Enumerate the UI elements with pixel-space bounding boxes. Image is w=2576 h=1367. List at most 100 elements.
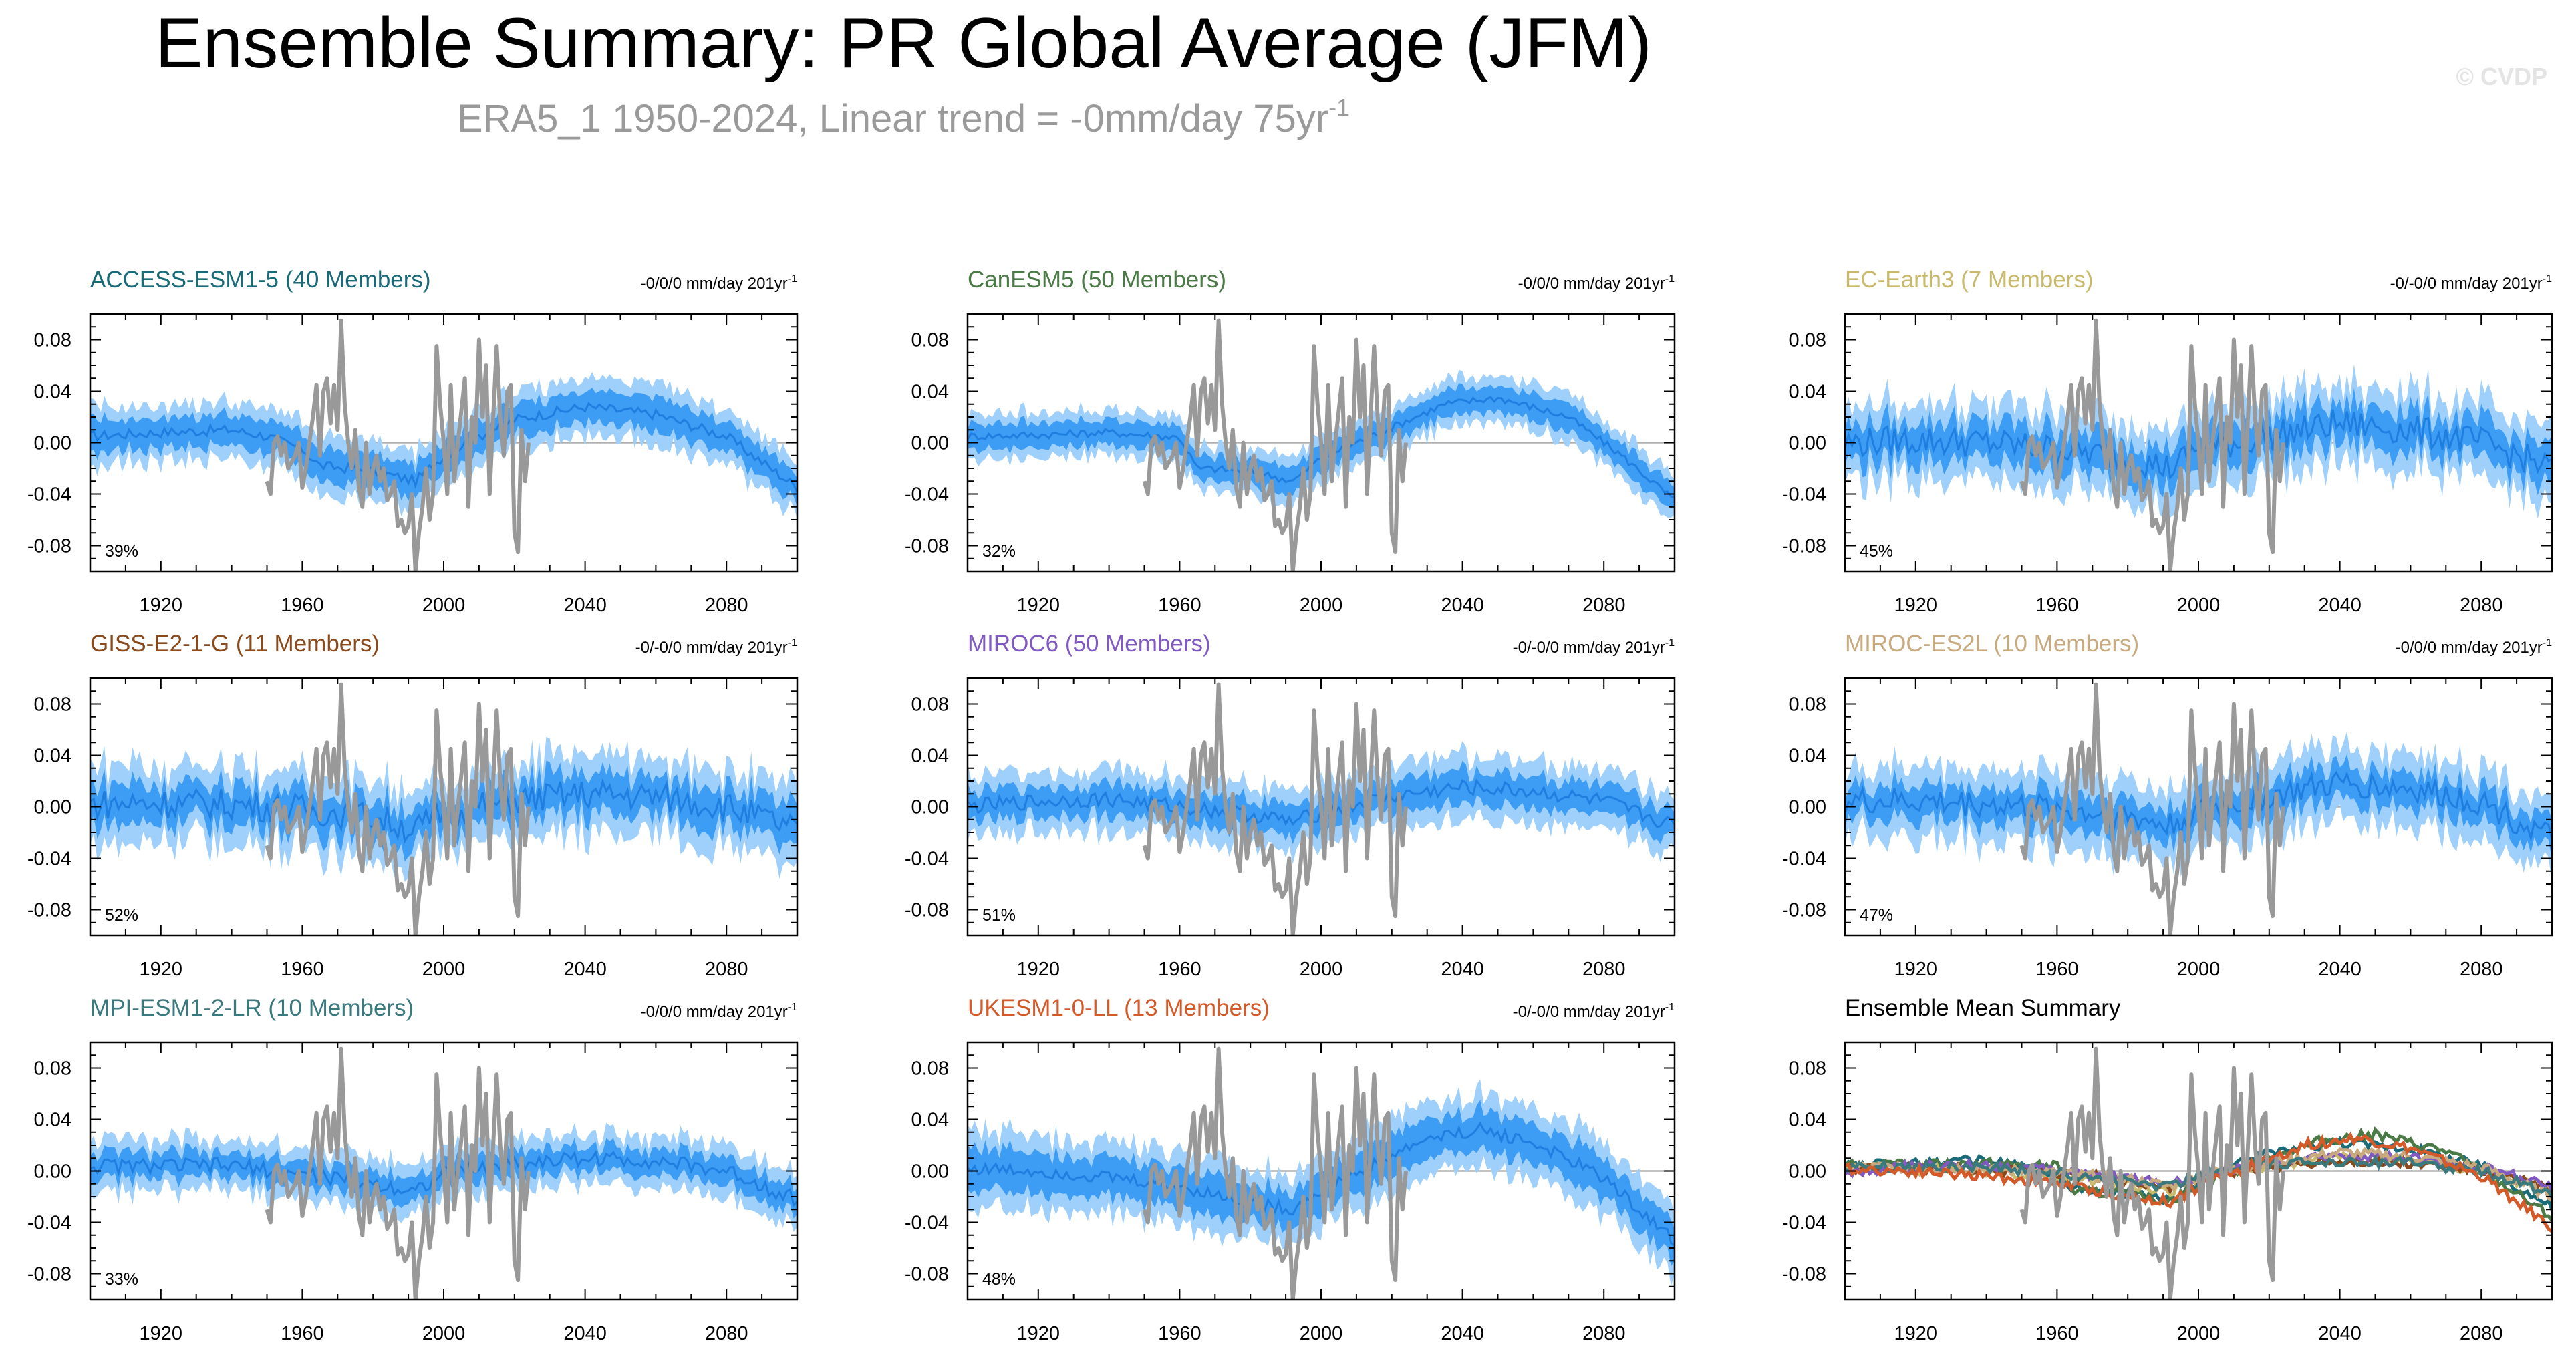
plot-area xyxy=(968,318,1675,571)
panel-1: ACCESS-ESM1-5 (40 Members) -0/0/0 mm/day … xyxy=(27,267,799,616)
panel-trend: -0/0/0 mm/day 201yr-1 xyxy=(1518,273,1675,293)
x-tick-label: 2000 xyxy=(1300,1323,1343,1344)
y-tick-label: -0.04 xyxy=(27,484,71,506)
x-tick-label: 2080 xyxy=(705,1323,748,1344)
x-tick-label: 1960 xyxy=(2035,1323,2079,1344)
panel-trend: -0/-0/0 mm/day 201yr-1 xyxy=(1513,1002,1675,1021)
chart-title: Ensemble Summary: PR Global Average (JFM… xyxy=(155,3,1652,83)
panel-trend: -0/0/0 mm/day 201yr-1 xyxy=(2396,637,2552,657)
panel-2: CanESM5 (50 Members) -0/0/0 mm/day 201yr-… xyxy=(905,267,1676,616)
panel-7: MPI-ESM1-2-LR (10 Members) -0/0/0 mm/day … xyxy=(27,995,799,1344)
y-tick-label: -0.04 xyxy=(1782,1213,1826,1234)
panel-title: MPI-ESM1-2-LR (10 Members) xyxy=(90,995,414,1021)
panel-trend: -0/0/0 mm/day 201yr-1 xyxy=(641,273,797,293)
x-tick-label: 1960 xyxy=(281,959,324,980)
x-tick-label: 1920 xyxy=(1894,959,1938,980)
y-tick-label: 0.00 xyxy=(34,433,71,454)
observation-line xyxy=(1142,318,1408,571)
y-tick-label: 0.04 xyxy=(1789,746,1826,767)
y-tick-label: 0.08 xyxy=(34,1058,71,1080)
panel-grid: ACCESS-ESM1-5 (40 Members) -0/0/0 mm/day … xyxy=(27,267,2553,1344)
y-tick-label: -0.08 xyxy=(1782,900,1826,921)
y-tick-label: -0.04 xyxy=(905,849,949,870)
panel-percent: 39% xyxy=(105,542,138,561)
x-tick-label: 1920 xyxy=(1894,595,1938,616)
x-tick-label: 1920 xyxy=(1894,1323,1938,1344)
plot-area xyxy=(1845,1046,2552,1300)
panel-trend-value: -0/-0/0 mm/day 201yr xyxy=(1513,1003,1665,1021)
y-tick-label: -0.08 xyxy=(27,900,71,921)
subtitle-superscript: -1 xyxy=(1328,94,1350,121)
x-tick-label: 1960 xyxy=(1158,595,1201,616)
x-tick-label: 2080 xyxy=(2460,1323,2503,1344)
panel-trend-sup: -1 xyxy=(2543,273,2552,285)
x-tick-label: 2040 xyxy=(1441,1323,1484,1344)
y-tick-label: 0.08 xyxy=(1789,330,1826,351)
x-tick-label: 2000 xyxy=(2177,1323,2221,1344)
plot-area xyxy=(968,682,1675,935)
x-tick-label: 2040 xyxy=(2318,959,2362,980)
x-tick-label: 1920 xyxy=(1017,959,1060,980)
panel-trend-value: -0/0/0 mm/day 201yr xyxy=(2396,639,2543,657)
panel-title: EC-Earth3 (7 Members) xyxy=(1845,267,2093,293)
plot-area xyxy=(968,1046,1675,1300)
y-tick-label: 0.04 xyxy=(911,382,949,403)
panel-trend: -0/-0/0 mm/day 201yr-1 xyxy=(2390,273,2552,293)
x-tick-label: 2000 xyxy=(2177,595,2221,616)
observation-line xyxy=(265,682,531,935)
y-tick-label: 0.00 xyxy=(34,797,71,818)
x-tick-label: 2000 xyxy=(422,595,466,616)
chart-subtitle: ERA5_1 1950-2024, Linear trend = -0mm/da… xyxy=(457,94,1350,140)
observation-line xyxy=(265,318,531,571)
panel-trend-value: -0/0/0 mm/day 201yr xyxy=(641,1003,788,1021)
panel-trend: -0/0/0 mm/day 201yr-1 xyxy=(641,1002,797,1021)
panel-percent: 33% xyxy=(105,1270,138,1289)
panel-title: MIROC6 (50 Members) xyxy=(968,631,1211,657)
panel-trend: -0/-0/0 mm/day 201yr-1 xyxy=(1513,637,1675,657)
x-tick-label: 1960 xyxy=(1158,959,1201,980)
x-tick-label: 2040 xyxy=(2318,595,2362,616)
y-tick-label: 0.00 xyxy=(1789,1161,1826,1183)
x-tick-label: 2080 xyxy=(2460,595,2503,616)
x-tick-label: 2080 xyxy=(2460,959,2503,980)
y-tick-label: 0.04 xyxy=(1789,382,1826,403)
y-tick-label: 0.08 xyxy=(34,694,71,716)
plot-area xyxy=(90,682,797,935)
panel-title: Ensemble Mean Summary xyxy=(1845,995,2121,1021)
panel-title: MIROC-ES2L (10 Members) xyxy=(1845,631,2139,657)
y-tick-label: -0.08 xyxy=(1782,1264,1826,1285)
x-tick-label: 1960 xyxy=(2035,959,2079,980)
x-tick-label: 1920 xyxy=(140,959,183,980)
x-tick-label: 2040 xyxy=(563,1323,607,1344)
panel-trend-sup: -1 xyxy=(1665,273,1675,285)
x-tick-label: 1920 xyxy=(140,595,183,616)
x-tick-label: 2000 xyxy=(1300,595,1343,616)
panel-trend: -0/-0/0 mm/day 201yr-1 xyxy=(635,637,797,657)
y-tick-label: -0.08 xyxy=(1782,536,1826,557)
y-tick-label: -0.04 xyxy=(905,1213,949,1234)
y-tick-label: 0.04 xyxy=(34,1110,71,1131)
y-tick-label: -0.08 xyxy=(905,536,949,557)
x-tick-label: 1960 xyxy=(2035,595,2079,616)
x-tick-label: 1920 xyxy=(140,1323,183,1344)
y-tick-label: 0.04 xyxy=(1789,1110,1826,1131)
panel-percent: 32% xyxy=(982,542,1016,561)
y-tick-label: -0.04 xyxy=(27,849,71,870)
panel-trend-sup: -1 xyxy=(788,273,797,285)
panel-percent: 48% xyxy=(982,1270,1016,1289)
y-tick-label: 0.08 xyxy=(1789,694,1826,716)
y-tick-label: -0.08 xyxy=(905,900,949,921)
x-tick-label: 1960 xyxy=(281,1323,324,1344)
x-tick-label: 1920 xyxy=(1017,595,1060,616)
y-tick-label: 0.08 xyxy=(911,1058,949,1080)
x-tick-label: 2080 xyxy=(1582,959,1626,980)
panel-trend-sup: -1 xyxy=(1665,1002,1675,1013)
observation-line xyxy=(2019,1046,2285,1300)
observation-line xyxy=(1142,682,1408,935)
panel-6: MIROC-ES2L (10 Members) -0/0/0 mm/day 201… xyxy=(1782,631,2553,980)
panel-3: EC-Earth3 (7 Members) -0/-0/0 mm/day 201y… xyxy=(1782,267,2553,616)
x-tick-label: 2040 xyxy=(563,959,607,980)
panel-9: Ensemble Mean Summary 1920 1960 2000 2040 208… xyxy=(1782,995,2553,1344)
x-tick-label: 2080 xyxy=(705,595,748,616)
plot-area xyxy=(90,1046,797,1300)
